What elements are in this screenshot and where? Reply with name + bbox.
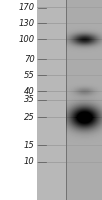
Text: 25: 25 <box>24 112 35 121</box>
Text: 15: 15 <box>24 140 35 149</box>
Text: 10: 10 <box>24 158 35 166</box>
Text: 100: 100 <box>19 34 35 44</box>
Text: 130: 130 <box>19 19 35 27</box>
Text: 40: 40 <box>24 87 35 96</box>
Text: 70: 70 <box>24 54 35 64</box>
Text: 55: 55 <box>24 71 35 79</box>
Text: 35: 35 <box>24 96 35 104</box>
Text: 170: 170 <box>19 3 35 12</box>
